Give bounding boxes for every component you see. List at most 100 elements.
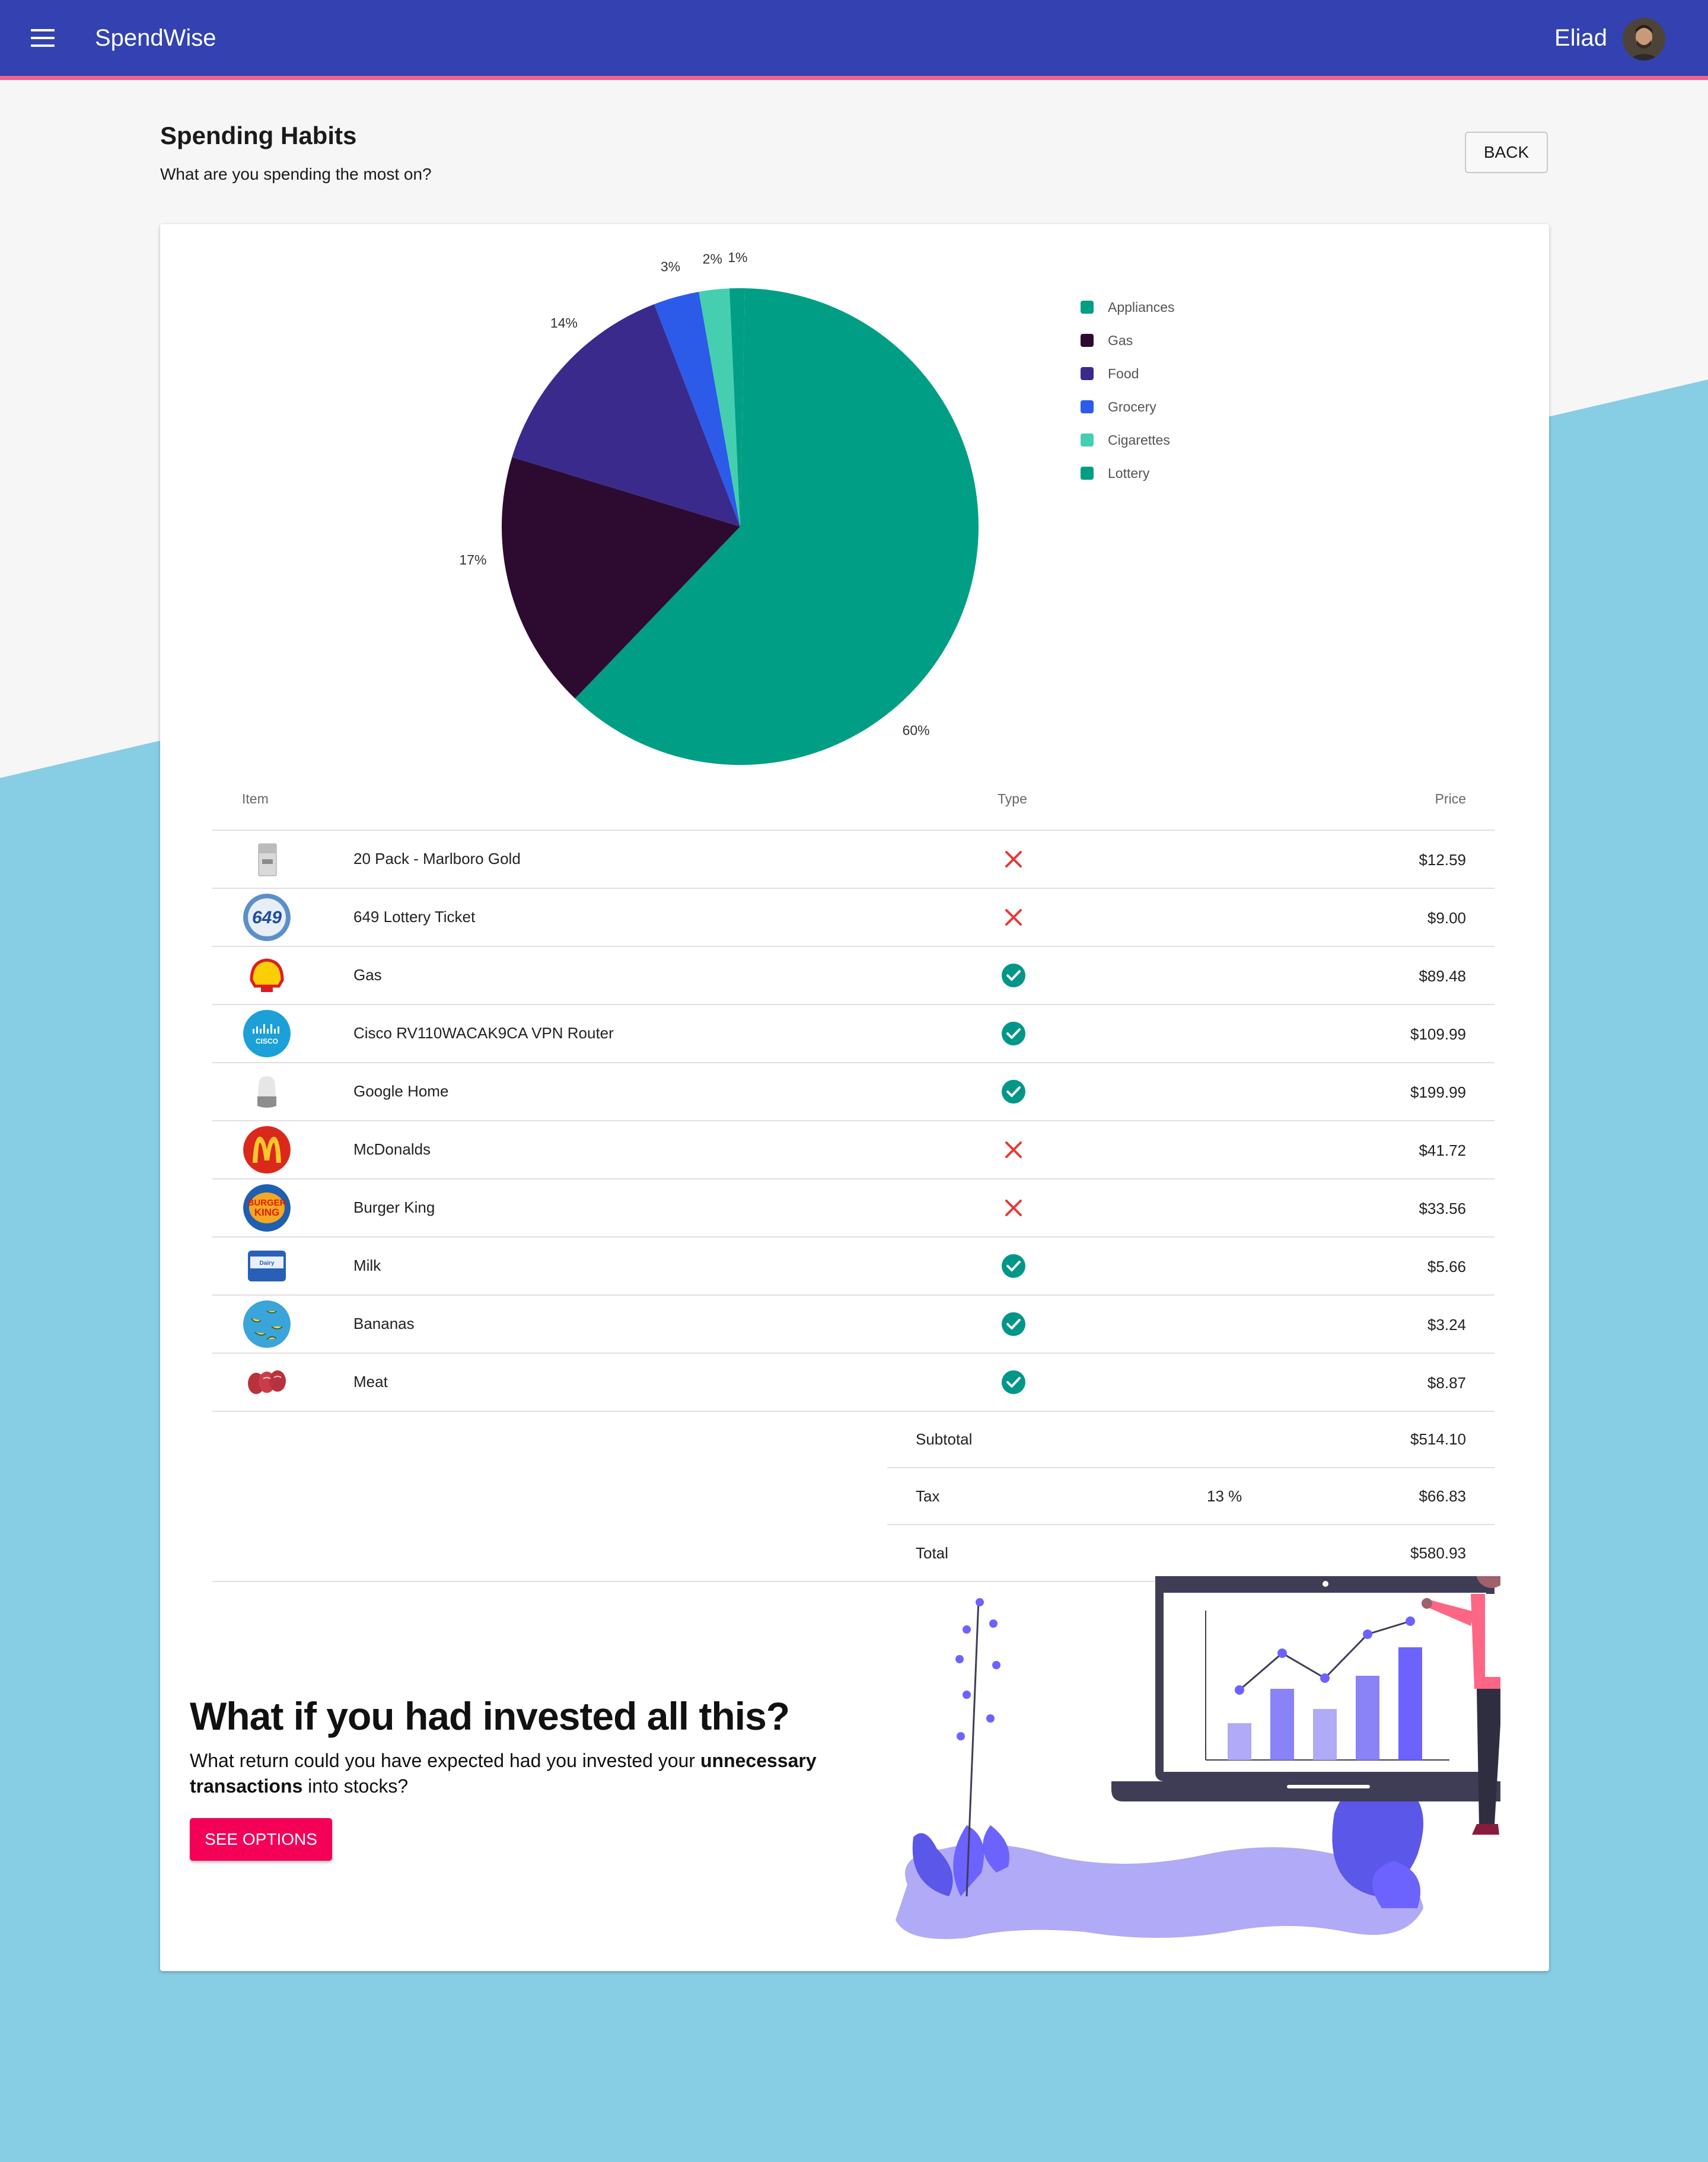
spending-pie-chart: 60% 17% 14% 3% 2% 1%	[459, 250, 979, 766]
see-options-button[interactable]: SEE OPTIONS	[190, 1818, 332, 1861]
page-subtitle: What are you spending the most on?	[160, 165, 432, 183]
item-price: $9.00	[1427, 909, 1466, 927]
legend-item-food[interactable]: Food	[1081, 357, 1175, 390]
tax-rate: 13 %	[1207, 1487, 1242, 1505]
lottery-649-logo: 649	[243, 894, 291, 941]
invest-text-part: What return could you have expected had …	[190, 1750, 700, 1771]
check-circle-icon	[1001, 1254, 1026, 1278]
item-price: $41.72	[1419, 1141, 1466, 1159]
subtotal-value: $514.10	[1410, 1430, 1466, 1448]
pie-label-lottery: 60%	[903, 723, 930, 738]
item-name: Burger King	[353, 1198, 435, 1216]
pie-label-grocery: 3%	[661, 259, 680, 274]
legend-swatch	[1081, 467, 1094, 480]
item-price: $8.87	[1427, 1374, 1466, 1392]
user-name[interactable]: Eliad	[1554, 25, 1607, 51]
table-row[interactable]: Gas $89.48	[212, 947, 1494, 1005]
item-price: $109.99	[1410, 1025, 1466, 1043]
legend-label: Lottery	[1108, 465, 1150, 481]
divider	[212, 1411, 1494, 1412]
pie-slice-appliances[interactable]	[729, 288, 745, 527]
legend-swatch	[1081, 433, 1094, 447]
legend-item-grocery[interactable]: Grocery	[1081, 390, 1175, 423]
table-row[interactable]: BURGER KING Burger King $33.56	[212, 1179, 1494, 1238]
close-icon	[1001, 1195, 1026, 1220]
divider	[212, 830, 1494, 831]
divider	[212, 1294, 1494, 1296]
table-row[interactable]: 649 649 Lottery Ticket $9.00	[212, 889, 1494, 947]
table-row[interactable]: Google Home $199.99	[212, 1063, 1494, 1121]
legend-label: Food	[1108, 365, 1139, 381]
svg-text:BURGER: BURGER	[247, 1198, 286, 1208]
legend-item-appliances[interactable]: Appliances	[1081, 291, 1175, 324]
pie-slice-lottery[interactable]	[575, 288, 979, 766]
item-price: $3.24	[1427, 1316, 1466, 1334]
pie-label-food: 14%	[550, 315, 578, 331]
mcdonalds-logo	[243, 1126, 291, 1174]
pie-slice-cigarettes[interactable]	[699, 288, 740, 527]
item-price: $89.48	[1419, 967, 1466, 985]
chart-legend: Appliances Gas Food Grocery Cigarettes Lotter…	[1081, 291, 1175, 490]
legend-item-lottery[interactable]: Lottery	[1081, 457, 1175, 490]
svg-text:KING: KING	[254, 1207, 280, 1218]
divider	[212, 888, 1494, 889]
invest-text-bold: unnecessary transactions	[190, 1750, 817, 1797]
spending-card: 60% 17% 14% 3% 2% 1% Appliances Gas Food Grocery…	[160, 224, 1549, 1971]
divider	[212, 1004, 1494, 1005]
table-row[interactable]: McDonalds $41.72	[212, 1121, 1494, 1179]
item-price: $199.99	[1410, 1083, 1466, 1101]
legend-swatch	[1081, 367, 1094, 380]
legend-label: Appliances	[1108, 299, 1175, 315]
close-icon	[1001, 847, 1026, 872]
column-header-type: Type	[998, 791, 1027, 806]
avatar[interactable]	[1623, 18, 1665, 60]
table-row[interactable]: Bananas $3.24	[212, 1296, 1494, 1354]
item-name: Milk	[353, 1257, 381, 1274]
app-title[interactable]: SpendWise	[95, 25, 216, 51]
legend-label: Cigarettes	[1108, 432, 1170, 448]
divider	[212, 1236, 1494, 1238]
cigarette-pack-icon	[243, 836, 291, 883]
legend-label: Grocery	[1108, 398, 1156, 414]
burger-king-logo: BURGER KING	[243, 1184, 291, 1232]
invest-text-part: into stocks?	[302, 1775, 409, 1797]
pie-slice-gas[interactable]	[502, 457, 740, 699]
tax-label: Tax	[916, 1487, 940, 1505]
divider	[887, 1467, 1494, 1468]
shell-logo	[243, 952, 291, 999]
item-name: Cisco RV110WACAK9CA VPN Router	[353, 1024, 614, 1042]
divider	[212, 1581, 1494, 1582]
back-button[interactable]: BACK	[1465, 132, 1548, 173]
app-bar: SpendWise Eliad	[0, 0, 1708, 80]
check-circle-icon	[1001, 963, 1026, 988]
cisco-logo: CISCO	[243, 1010, 291, 1057]
pie-slice-grocery[interactable]	[654, 292, 740, 527]
item-name: 649 Lottery Ticket	[353, 908, 476, 926]
item-price: $5.66	[1427, 1258, 1466, 1275]
close-icon	[1001, 1137, 1026, 1162]
item-name: Gas	[353, 966, 382, 984]
table-row[interactable]: 20 Pack - Marlboro Gold $12.59	[212, 831, 1494, 889]
menu-icon[interactable]	[31, 29, 55, 47]
total-value: $580.93	[1410, 1544, 1466, 1562]
item-name: McDonalds	[353, 1140, 431, 1158]
divider	[212, 1353, 1494, 1354]
table-row[interactable]: CISCO Cisco RV110WACAK9CA VPN Router $109.…	[212, 1005, 1494, 1063]
column-header-price: Price	[1435, 791, 1466, 806]
check-circle-icon	[1001, 1079, 1026, 1104]
pie-label-appliances: 1%	[728, 250, 747, 265]
legend-swatch	[1081, 301, 1094, 314]
pie-slice-food[interactable]	[512, 304, 740, 527]
divider	[212, 946, 1494, 947]
legend-item-gas[interactable]: Gas	[1081, 324, 1175, 357]
table-row[interactable]: Meat $8.87	[212, 1354, 1494, 1412]
pie-label-gas: 17%	[459, 552, 486, 567]
svg-text:CISCO: CISCO	[256, 1037, 278, 1045]
bananas-icon	[243, 1300, 291, 1348]
check-circle-icon	[1001, 1312, 1026, 1337]
legend-swatch	[1081, 334, 1094, 347]
milk-carton-icon: Dairy	[243, 1242, 291, 1290]
table-row[interactable]: Dairy Milk $5.66	[212, 1238, 1494, 1296]
legend-item-cigarettes[interactable]: Cigarettes	[1081, 423, 1175, 457]
svg-text:649: 649	[252, 908, 282, 927]
